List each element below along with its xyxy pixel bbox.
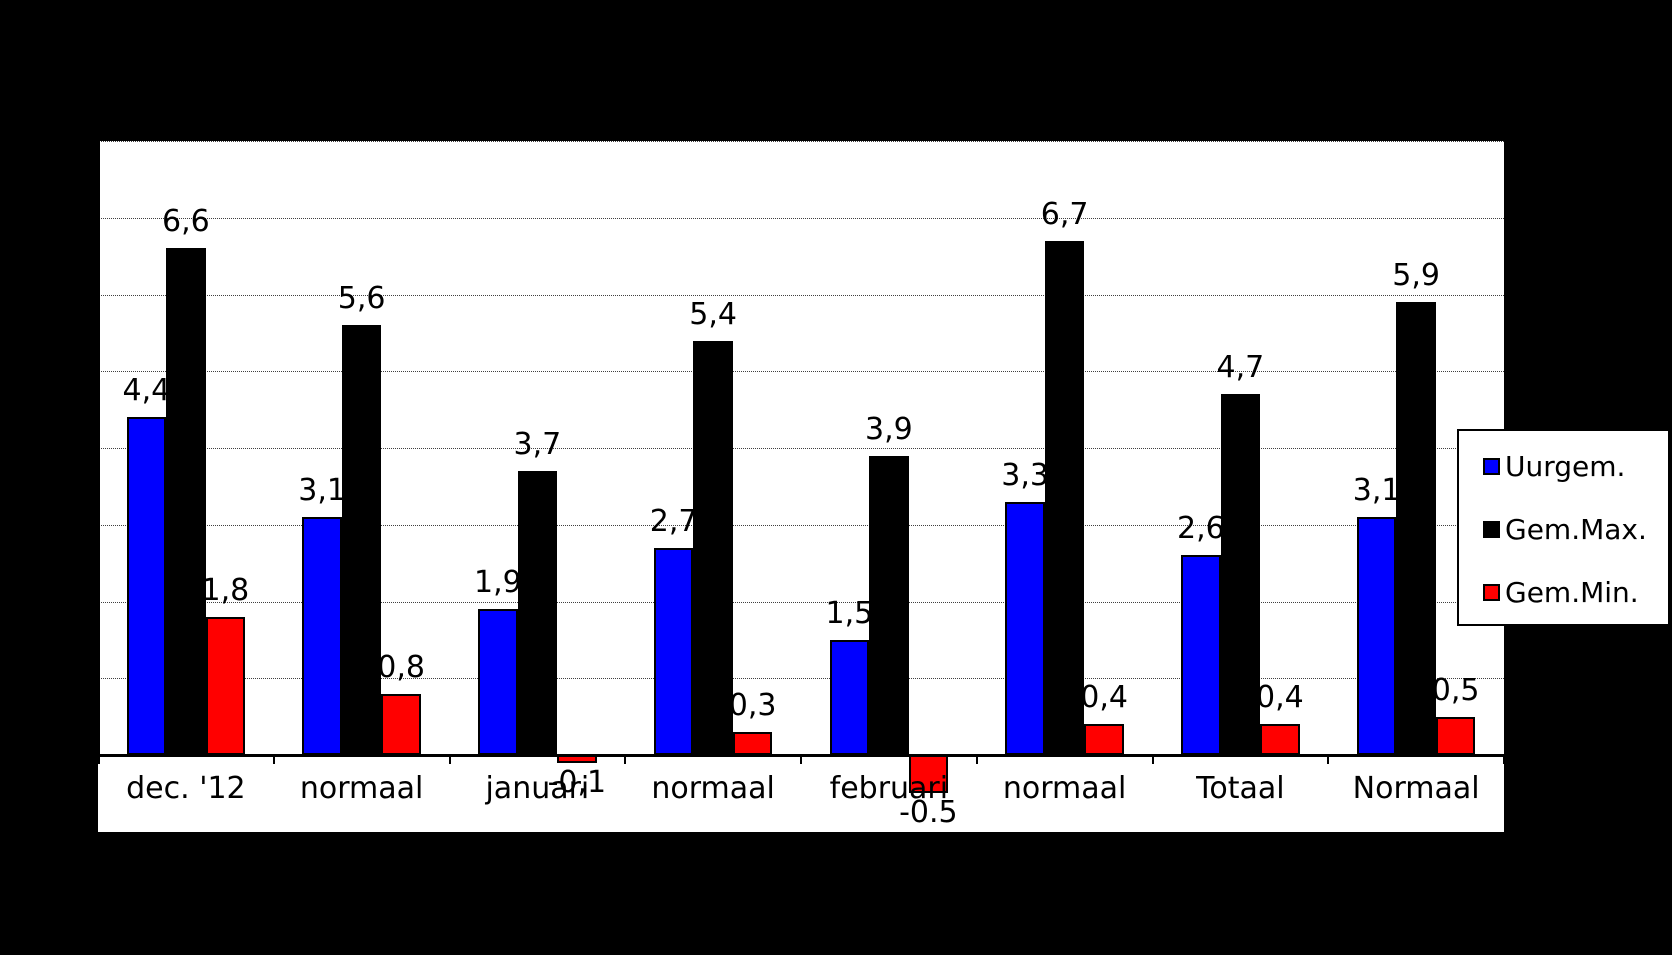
bar-gemmin-cat6 (1084, 724, 1124, 755)
value-label: 4,7 (1216, 350, 1265, 386)
legend-swatch-icon (1483, 457, 1500, 475)
bar-gemmin-cat5 (908, 755, 949, 794)
value-label: 3,9 (865, 411, 913, 447)
gridline-5 (98, 371, 1504, 373)
x-axis-tick (624, 755, 627, 764)
x-axis-tick (1503, 755, 1505, 764)
x-axis-tick (975, 755, 978, 764)
value-label: 0,4 (1080, 680, 1128, 716)
bar-uurgem-cat5 (829, 639, 870, 755)
gridline-8 (98, 141, 1504, 142)
gridline-6 (98, 294, 1504, 296)
bar-uurgem-cat4 (653, 547, 694, 755)
x-axis-tick (448, 755, 451, 764)
x-axis-tick (1327, 755, 1330, 764)
y-axis-line (98, 141, 100, 764)
legend-swatch-icon (1483, 583, 1500, 601)
category-label-2: normaal (299, 771, 424, 806)
value-label: 3,3 (1001, 457, 1049, 493)
value-label: 3,1 (298, 473, 346, 509)
category-label-4: normaal (651, 771, 775, 806)
value-label: 3,1 (1352, 473, 1401, 509)
value-label: 5,6 (337, 281, 386, 317)
value-label: 0,5 (1431, 672, 1480, 708)
legend: Uurgem. Gem.Max. Gem.Min. (1457, 429, 1670, 626)
value-label: 6,7 (1040, 196, 1089, 232)
bar-uurgem-cat1 (126, 417, 167, 755)
category-label-5: februari (829, 771, 949, 806)
bar-gemmax-cat8 (1396, 302, 1436, 755)
bar-gemmax-cat3 (517, 471, 558, 755)
value-label: 0,8 (377, 649, 425, 685)
legend-swatch-icon (1483, 520, 1500, 538)
legend-item-uurgem: Uurgem. (1483, 449, 1625, 483)
gridline-7 (98, 217, 1504, 219)
x-axis-tick (97, 755, 99, 764)
gridline-1 (98, 678, 1504, 680)
legend-item-gemmax: Gem.Max. (1483, 512, 1647, 546)
category-label-6: normaal (1002, 771, 1127, 806)
value-label: 2,7 (649, 503, 698, 539)
bar-gemmax-cat5 (869, 455, 909, 755)
value-label: -0.5 (899, 795, 958, 831)
legend-label: Gem.Min. (1505, 575, 1639, 609)
category-label-7: Totaal (1196, 771, 1285, 806)
legend-label: Uurgem. (1505, 449, 1626, 483)
gridline-3 (98, 524, 1504, 526)
bar-gemmin-cat1 (205, 616, 246, 755)
bar-gemmax-cat4 (693, 340, 733, 755)
bar-gemmax-cat7 (1220, 394, 1261, 755)
gridline-2 (98, 601, 1504, 603)
category-label-1: dec. '12 (126, 771, 246, 806)
bar-uurgem-cat2 (302, 517, 342, 755)
category-label-8: Normaal (1352, 771, 1480, 806)
legend-item-gemmin: Gem.Min. (1483, 575, 1639, 609)
x-axis-tick (272, 755, 275, 764)
value-label: 6,6 (162, 204, 210, 240)
bar-gemmin-cat8 (1435, 716, 1476, 755)
value-label: 1,9 (474, 565, 522, 601)
value-label: 1,5 (825, 595, 874, 631)
value-label: 2,6 (1177, 511, 1225, 547)
value-label: 5,4 (689, 296, 737, 332)
gridline-4 (98, 448, 1504, 449)
bar-uurgem-cat7 (1181, 555, 1221, 755)
value-label: 0,3 (728, 687, 777, 723)
value-label: -0,1 (547, 764, 607, 800)
x-axis-tick (800, 755, 802, 764)
bar-gemmax-cat2 (341, 325, 382, 755)
bar-gemmin-cat7 (1260, 724, 1300, 755)
legend-label: Gem.Max. (1505, 512, 1647, 546)
bar-uurgem-cat3 (478, 609, 518, 755)
value-label: 1,8 (201, 572, 250, 608)
value-label: 3,7 (513, 427, 562, 463)
category-label-3: januari (485, 771, 590, 806)
value-label: 0,4 (1256, 680, 1304, 716)
bar-gemmin-cat2 (381, 693, 421, 755)
x-axis-tick (1151, 755, 1154, 764)
bar-uurgem-cat6 (1005, 501, 1045, 755)
value-label: 5,9 (1392, 258, 1440, 294)
bar-uurgem-cat8 (1356, 517, 1397, 755)
value-label: 4,4 (122, 373, 171, 409)
bar-gemmax-cat6 (1044, 240, 1085, 755)
bar-gemmax-cat1 (166, 248, 206, 755)
bar-gemmin-cat4 (732, 731, 773, 755)
plot-background: dec. '12 normaal januari normaal februari nor… (97, 141, 1505, 832)
